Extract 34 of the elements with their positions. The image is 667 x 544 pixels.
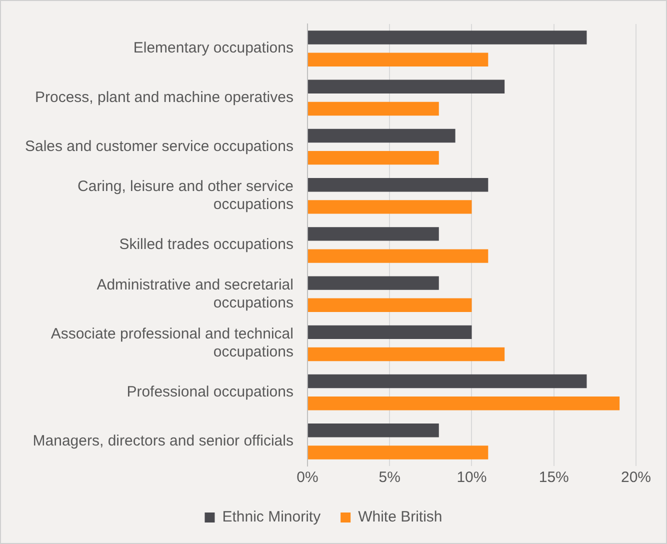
y-tick-label: Elementary occupations (133, 40, 294, 57)
y-tick-label: Sales and customer service occupations (24, 138, 294, 155)
x-tick-label: 5% (378, 469, 400, 486)
legend-label: White British (358, 508, 442, 526)
y-tick-label: Associate professional and technical occupations (50, 325, 294, 360)
y-tick-label: Professional occupations (126, 383, 294, 400)
bar (308, 424, 439, 438)
bar (308, 276, 439, 290)
y-tick-label: Caring, leisure and other service occupations (78, 178, 294, 214)
bar (308, 80, 505, 94)
bar (308, 178, 488, 192)
bar (308, 396, 620, 410)
bar (308, 128, 456, 143)
x-tick-label: 0% (296, 469, 318, 486)
bar (308, 374, 587, 388)
legend-label: Ethnic Minority (222, 508, 322, 526)
y-tick-label: Process, plant and machine operatives (34, 88, 294, 106)
bar (308, 150, 439, 165)
bar (308, 249, 488, 263)
x-tick-label: 20% (620, 469, 652, 486)
bar (308, 446, 488, 460)
bar (308, 52, 488, 66)
bar (308, 200, 472, 214)
bar (308, 227, 439, 241)
bar (308, 325, 472, 340)
y-tick-label: Administrative and secretarial occupations (96, 276, 294, 312)
x-tick-label: 15% (538, 469, 569, 486)
bar (308, 298, 472, 312)
bar (308, 30, 587, 44)
y-tick-label: Skilled trades occupations (119, 236, 294, 254)
bar (308, 347, 505, 362)
x-tick-label: 10% (456, 469, 487, 486)
y-tick-label: Managers, directors and senior officials (32, 432, 294, 450)
bar (308, 102, 439, 116)
